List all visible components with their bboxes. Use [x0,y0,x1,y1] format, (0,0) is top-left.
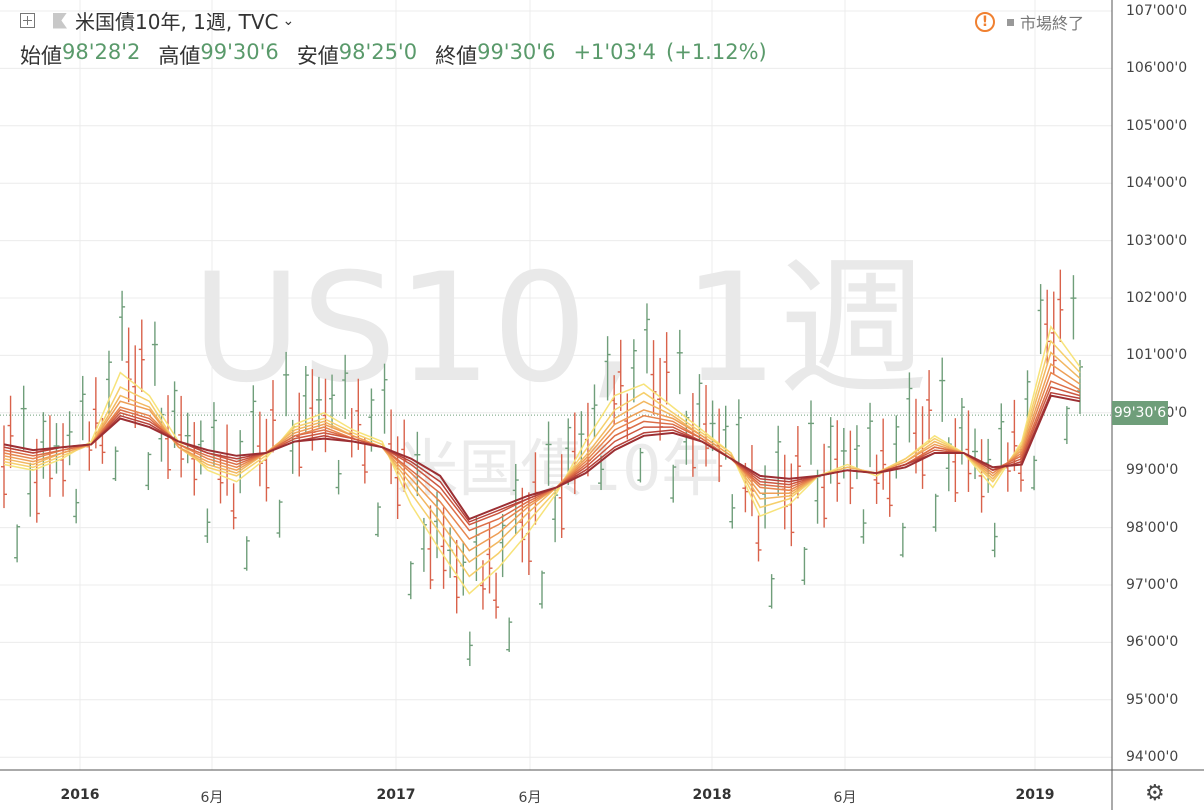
symbol-row: 米国債10年, 1週, TVC ⌄ [20,6,294,35]
status-dot [1007,18,1014,26]
x-tick-label: 6月 [518,790,542,806]
close-value: 99'30'6 [477,40,556,64]
warning-icon[interactable]: ! [975,12,995,32]
y-tick-label: 105'00'0 [1126,117,1188,134]
x-tick-label: 2017 [376,787,416,803]
symbol-title[interactable]: 米国債10年, 1週, TVC [75,10,279,34]
y-tick-label: 99'00'0 [1126,462,1179,479]
x-tick-label: 2019 [1015,787,1055,803]
low-value: 98'25'0 [338,40,418,64]
low-label: 安値 [296,44,339,68]
x-tick-label: 6月 [833,790,857,806]
last-price-label: 99'30'6 [1112,401,1168,425]
y-tick-label: 106'00'0 [1126,60,1188,77]
y-tick-label: 97'00'0 [1126,577,1179,593]
y-tick-label: 101'00'0 [1126,347,1188,364]
gear-icon[interactable]: ⚙ [1145,781,1165,806]
change-percent: (+1.12%) [666,40,767,64]
y-tick-label: 107'00'0 [1126,3,1188,19]
ma-ribbon-line [3,394,1081,521]
y-tick-label: 102'00'0 [1126,290,1188,306]
open-value: 98'28'2 [62,40,141,64]
market-status-label: 市場終了 [1020,14,1085,33]
flag-icon[interactable] [53,12,67,29]
close-label: 終値 [435,44,478,68]
x-tick-label: 6月 [200,790,224,806]
high-value: 99'30'6 [200,40,279,64]
plus-square-icon[interactable] [20,13,35,28]
high-label: 高値 [158,44,201,68]
y-tick-label: 103'00'0 [1126,232,1188,249]
ma-ribbon-line [3,362,1081,552]
y-tick-label: 104'00'0 [1126,175,1188,192]
y-tick-label: 94'00'0 [1126,749,1179,766]
change-value: +1'03'4 [573,40,657,64]
chevron-down-icon[interactable]: ⌄ [282,12,295,29]
ohlc-legend: 始値 98'28'2 高値 99'30'6 安値 98'25'0 終値 99'3… [20,40,777,70]
watermark-main: US10, 1週 [192,242,929,416]
x-tick-label: 2018 [692,787,732,803]
open-label: 始値 [20,44,62,68]
y-tick-label: 98'00'0 [1126,519,1179,536]
y-tick-label: 96'00'0 [1126,634,1179,651]
x-tick-label: 2016 [60,787,100,803]
market-status: ! 市場終了 [975,10,1084,34]
y-tick-label: 95'00'0 [1126,691,1179,708]
